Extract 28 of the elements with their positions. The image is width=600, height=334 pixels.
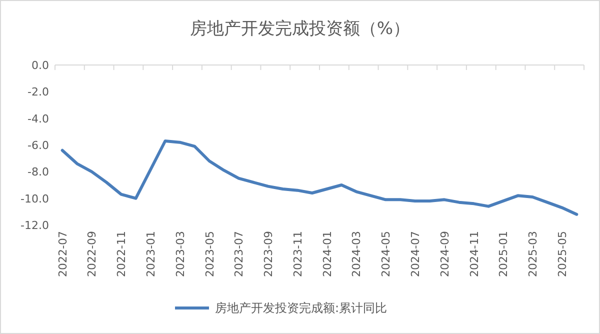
chart-title: 房地产开发完成投资额（%） bbox=[190, 19, 410, 39]
x-tick-label: 2025-03 bbox=[526, 231, 540, 277]
x-tick-label: 2022-07 bbox=[56, 231, 70, 277]
y-tick-label: -4.0 bbox=[28, 112, 49, 126]
x-tick-label: 2022-09 bbox=[86, 231, 99, 277]
line-series bbox=[60, 140, 578, 216]
x-tick-label: 2022-11 bbox=[115, 231, 128, 277]
x-tick-label: 2024-01 bbox=[320, 231, 334, 277]
y-tick-label: -10.0 bbox=[20, 192, 49, 206]
x-tick-label: 2023-09 bbox=[262, 231, 276, 277]
x-tick-label: 2023-05 bbox=[203, 231, 216, 277]
legend-label: 房地产开发投资完成额:累计同比 bbox=[215, 301, 388, 315]
y-tick-label: -6.0 bbox=[28, 139, 49, 152]
x-tick-label: 2023-01 bbox=[144, 231, 158, 277]
x-tick-label: 2023-03 bbox=[174, 231, 187, 277]
x-tick-label: 2024-03 bbox=[350, 231, 364, 277]
x-tick-label: 2024-05 bbox=[380, 231, 393, 277]
x-tick-label: 2025-05 bbox=[556, 231, 569, 277]
x-tick-label: 2024-07 bbox=[409, 231, 422, 277]
x-tick-label: 2024-11 bbox=[468, 231, 481, 277]
x-tick-label: 2024-09 bbox=[438, 231, 452, 277]
x-tick-label: 2023-11 bbox=[291, 231, 304, 277]
y-tick-label: -12.0 bbox=[20, 219, 49, 232]
y-tick-label: -2.0 bbox=[28, 86, 49, 99]
y-tick-label: 0.0 bbox=[32, 59, 49, 72]
x-tick-label: 2023-07 bbox=[232, 231, 246, 277]
y-tick-label: -8.0 bbox=[28, 166, 49, 179]
x-tick-label: 2025-01 bbox=[497, 231, 510, 277]
